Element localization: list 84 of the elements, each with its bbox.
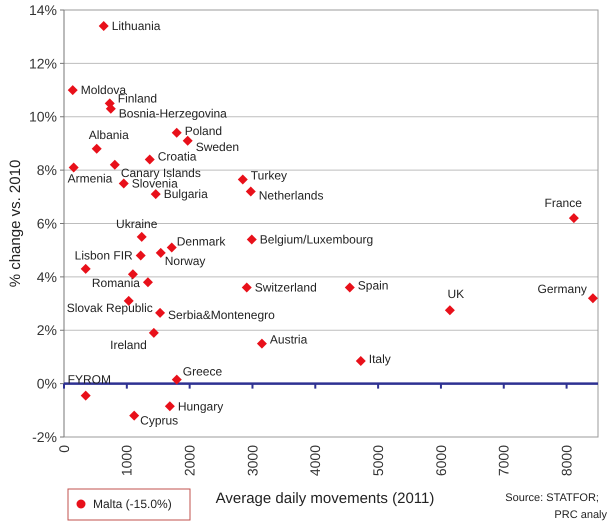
point xyxy=(242,282,252,293)
point xyxy=(68,85,78,96)
annotation: Denmark xyxy=(176,234,226,249)
annotation: Bosnia-Herzegovina xyxy=(118,106,228,121)
annotation: Poland xyxy=(184,124,222,138)
y-tick-label: 2% xyxy=(36,322,57,338)
point xyxy=(588,293,598,304)
point xyxy=(136,250,146,261)
x-tick-label: 5000 xyxy=(370,444,386,476)
point xyxy=(148,328,159,338)
x-tick-label: 2000 xyxy=(182,444,198,476)
point xyxy=(166,242,177,253)
point xyxy=(246,234,257,245)
point xyxy=(142,277,153,288)
point xyxy=(98,21,109,32)
annotation: Lisbon FIR xyxy=(74,248,134,263)
annotation: Cyprus xyxy=(140,414,178,428)
point xyxy=(344,282,355,293)
point xyxy=(136,232,147,242)
annotation: France xyxy=(544,196,582,210)
point xyxy=(150,189,161,200)
x-tick-label: 1000 xyxy=(118,444,135,476)
text: PRC analy xyxy=(554,509,608,521)
text: Malta (-15.0%) xyxy=(93,497,172,512)
source-note: Source: STATFOR; xyxy=(505,492,599,504)
y-tick-label: 0% xyxy=(36,376,57,392)
point xyxy=(182,136,193,146)
y-tick-label: 6% xyxy=(36,215,57,232)
x-tick-label: 3000 xyxy=(244,444,260,476)
point xyxy=(110,160,120,170)
x-tick-label: 4000 xyxy=(307,444,324,476)
annotation: Ireland xyxy=(110,338,147,352)
annotation: Germany xyxy=(538,282,587,296)
annotation: Austria xyxy=(270,332,308,347)
point xyxy=(172,374,182,385)
y-tick-label: 4% xyxy=(36,268,57,285)
x-tick-label: 7000 xyxy=(496,444,512,476)
annotation: Albania xyxy=(88,128,130,142)
point xyxy=(246,186,256,196)
point xyxy=(80,264,91,274)
annotation: Belgium/Luxembourg xyxy=(260,232,374,247)
annotation: Ukraine xyxy=(116,216,158,231)
point xyxy=(144,154,155,164)
point xyxy=(68,162,79,172)
annotation: Netherlands xyxy=(258,188,324,202)
annotation: UK xyxy=(448,287,464,302)
x-tick-label: 0 xyxy=(56,444,72,453)
annotation: Bulgaria xyxy=(164,187,208,202)
annotation: Turkey xyxy=(250,168,288,182)
annotation: Hungary xyxy=(178,399,224,414)
y-tick-label: 8% xyxy=(36,162,57,178)
y-tick-label: 12% xyxy=(28,55,57,72)
x-tick-label: 8000 xyxy=(558,444,574,476)
annotation: Spain xyxy=(358,278,388,293)
point xyxy=(256,338,267,349)
annotation: Lithuania xyxy=(112,19,161,34)
annotation: Norway xyxy=(164,254,206,268)
annotation: Slovak Republic xyxy=(66,300,153,315)
y-axis-title: % change vs. 2010 xyxy=(7,160,24,288)
point xyxy=(92,144,102,154)
annotation: Armenia xyxy=(68,171,113,186)
point xyxy=(164,401,175,412)
annotation: Sweden xyxy=(196,140,240,154)
point xyxy=(444,305,455,316)
annotation: Romania xyxy=(92,276,140,290)
point xyxy=(155,308,166,318)
annotation: Italy xyxy=(368,352,391,366)
x-tick-label: 6000 xyxy=(432,444,449,476)
y-tick-label: 10% xyxy=(28,108,57,125)
x-axis-title: Average daily movements (2011) xyxy=(216,490,434,507)
y-tick-label: 14% xyxy=(28,2,57,18)
annotation: Canary Islands xyxy=(120,166,201,180)
point xyxy=(238,174,248,184)
annotation: Croatia xyxy=(158,149,197,164)
annotation: Switzerland xyxy=(254,280,317,295)
point xyxy=(172,128,182,138)
annotation: Serbia&Montenegro xyxy=(168,308,276,322)
point xyxy=(156,248,166,258)
point xyxy=(129,410,140,421)
y-tick-label: -2% xyxy=(32,428,57,445)
annotation: Greece xyxy=(182,364,222,379)
point xyxy=(80,390,91,401)
point xyxy=(356,356,366,366)
point xyxy=(568,213,579,224)
